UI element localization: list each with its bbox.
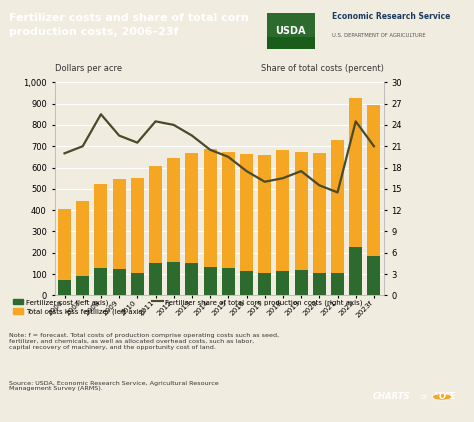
Legend: Fertilizer cost (left axis), Total costs less fertilizer (left axis), Fertilizer: Fertilizer cost (left axis), Total costs…	[13, 299, 363, 315]
Bar	[331, 273, 344, 295]
Text: Note: f = forecast. Total costs of production comprise operating costs such as s: Note: f = forecast. Total costs of produ…	[9, 333, 280, 350]
Bar	[313, 153, 326, 273]
Text: Share of total costs (percent): Share of total costs (percent)	[261, 64, 384, 73]
Bar	[131, 273, 144, 295]
Bar	[94, 268, 108, 295]
Bar	[240, 154, 253, 271]
Text: of: of	[421, 394, 428, 400]
Bar	[331, 140, 344, 273]
Bar	[294, 270, 308, 295]
Bar	[167, 158, 180, 262]
Circle shape	[432, 394, 452, 400]
Bar	[131, 178, 144, 273]
Text: Economic Research Service: Economic Research Service	[332, 12, 451, 21]
Bar	[258, 155, 271, 273]
Bar	[112, 179, 126, 269]
Text: TE: TE	[445, 392, 456, 401]
Text: N: N	[434, 392, 441, 401]
Bar	[240, 271, 253, 295]
Bar	[367, 256, 381, 295]
Text: Dollars per acre: Dollars per acre	[55, 64, 122, 73]
Bar	[58, 280, 71, 295]
Text: CHARTS: CHARTS	[373, 392, 410, 401]
Bar	[367, 105, 381, 256]
Bar	[149, 263, 162, 295]
Bar	[185, 263, 199, 295]
Bar	[149, 166, 162, 263]
Text: O: O	[438, 392, 446, 401]
Bar	[112, 269, 126, 295]
Bar	[276, 151, 290, 271]
Bar	[167, 262, 180, 295]
FancyBboxPatch shape	[267, 37, 315, 49]
Bar	[276, 271, 290, 295]
Bar	[76, 200, 89, 276]
Bar	[185, 153, 199, 263]
Text: USDA: USDA	[275, 26, 306, 36]
Text: Source: USDA, Economic Research Service, Agricultural Resource
Management Survey: Source: USDA, Economic Research Service,…	[9, 381, 219, 392]
Bar	[76, 276, 89, 295]
Text: Fertilizer costs and share of total corn
production costs, 2006–23f: Fertilizer costs and share of total corn…	[9, 13, 249, 37]
Bar	[94, 184, 108, 268]
Bar	[58, 208, 71, 280]
Bar	[313, 273, 326, 295]
Bar	[349, 98, 362, 247]
Bar	[258, 273, 271, 295]
FancyBboxPatch shape	[267, 13, 315, 49]
Bar	[222, 268, 235, 295]
Bar	[203, 149, 217, 267]
Bar	[222, 151, 235, 268]
Bar	[349, 247, 362, 295]
Text: U.S. DEPARTMENT OF AGRICULTURE: U.S. DEPARTMENT OF AGRICULTURE	[332, 33, 426, 38]
Bar	[203, 267, 217, 295]
Bar	[294, 151, 308, 270]
